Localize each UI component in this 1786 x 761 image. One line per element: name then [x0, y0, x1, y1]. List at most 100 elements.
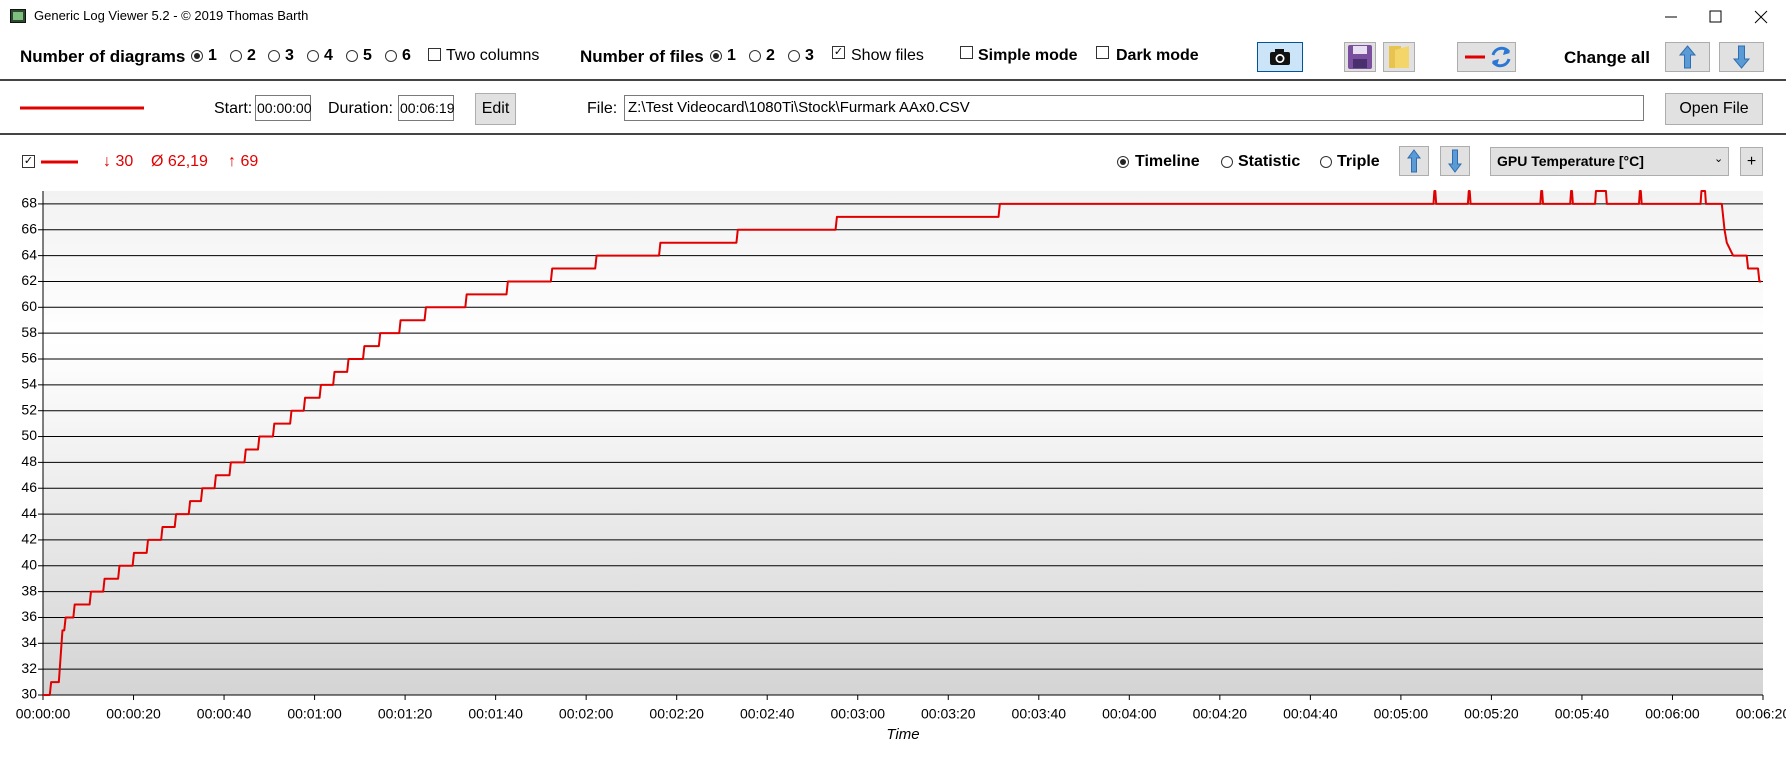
y-tick-label: 56 [21, 350, 37, 366]
plot-background [43, 191, 1763, 695]
mode-option[interactable]: Timeline [1135, 153, 1200, 170]
x-tick-label: 00:06:20 [1736, 706, 1786, 722]
channel-up-button[interactable] [1399, 146, 1429, 176]
x-tick-label: 00:01:40 [468, 706, 523, 722]
option[interactable]: 2 [247, 47, 256, 64]
avg-value: Ø 62,19 [151, 153, 208, 170]
y-tick-label: 64 [21, 246, 37, 262]
duration-input[interactable]: 00:06:19 [398, 95, 455, 121]
x-tick-label: 00:01:20 [378, 706, 433, 722]
channel-dropdown[interactable]: GPU Temperature [°C] [1490, 147, 1729, 176]
radio[interactable] [191, 50, 203, 62]
option[interactable]: 4 [324, 47, 333, 64]
y-tick-label: 58 [21, 324, 37, 340]
y-tick-label: 62 [21, 272, 37, 288]
duration-label: Duration: [328, 100, 393, 117]
option[interactable]: 6 [402, 47, 411, 64]
checkbox[interactable] [960, 46, 973, 59]
y-tick-label: 34 [21, 634, 37, 650]
radio[interactable] [1221, 156, 1233, 168]
checkbox[interactable] [1096, 46, 1109, 59]
y-tick-label: 54 [21, 376, 37, 392]
x-tick-label: 00:05:20 [1464, 706, 1519, 722]
diagrams-label: Number of diagrams [20, 47, 186, 66]
min-value: ↓ 30 [103, 153, 134, 170]
x-tick-label: 00:00:20 [106, 706, 161, 722]
series-line-sample [20, 106, 144, 110]
radio[interactable] [1117, 156, 1129, 168]
window-title: Generic Log Viewer 5.2 - © 2019 Thomas B… [34, 8, 309, 23]
checkbox[interactable]: ✓ [832, 46, 845, 59]
radio[interactable] [230, 50, 242, 62]
checkbox[interactable] [428, 48, 441, 61]
two-columns[interactable]: Two columns [446, 47, 540, 64]
color-swap-button[interactable] [1457, 42, 1516, 72]
open-file-button[interactable]: Open File [1665, 93, 1763, 125]
radio[interactable] [788, 50, 800, 62]
x-tick-label: 00:00:00 [16, 706, 71, 722]
separator [0, 133, 1786, 135]
radio[interactable] [346, 50, 358, 62]
simple-mode[interactable]: Simple mode [978, 47, 1078, 64]
dropdown-arrow: ⌄ [1714, 153, 1724, 165]
files-label: Number of files [580, 47, 704, 66]
y-tick-label: 36 [21, 608, 37, 624]
x-tick-label: 00:05:00 [1374, 706, 1429, 722]
y-tick-label: 42 [21, 531, 37, 547]
option[interactable]: 3 [285, 47, 294, 64]
radio[interactable] [385, 50, 397, 62]
y-tick-label: 48 [21, 453, 37, 469]
dark-mode[interactable]: Dark mode [1116, 47, 1199, 64]
radio[interactable] [1320, 156, 1332, 168]
x-tick-label: 00:03:40 [1012, 706, 1067, 722]
radio[interactable] [710, 50, 722, 62]
y-tick-label: 66 [21, 220, 37, 236]
x-tick-label: 00:01:00 [287, 706, 342, 722]
y-tick-label: 52 [21, 401, 37, 417]
option[interactable]: 1 [727, 47, 736, 64]
x-tick-label: 00:03:20 [921, 706, 976, 722]
file-input[interactable]: Z:\Test Videocard\1080Ti\Stock\Furmark A… [624, 95, 1644, 121]
add-button[interactable]: + [1740, 147, 1763, 176]
separator [0, 79, 1786, 81]
x-tick-label: 00:02:20 [649, 706, 704, 722]
show-files[interactable]: Show files [851, 47, 924, 64]
start-label: Start: [214, 100, 253, 117]
save-button[interactable] [1344, 42, 1376, 72]
move-up-button[interactable] [1665, 42, 1710, 72]
screenshot-button[interactable] [1257, 42, 1303, 72]
y-tick-label: 68 [21, 195, 37, 211]
start-input[interactable]: 00:00:00 [255, 95, 312, 121]
y-tick-label: 44 [21, 505, 37, 521]
radio[interactable] [307, 50, 319, 62]
x-axis-label: Time [886, 726, 919, 743]
move-down-button[interactable] [1719, 42, 1764, 72]
option[interactable]: 1 [208, 47, 217, 64]
file-label: File: [587, 100, 618, 117]
open-folder-button[interactable] [1383, 42, 1415, 72]
y-tick-label: 46 [21, 479, 37, 495]
channel-down-button[interactable] [1440, 146, 1470, 176]
checkbox[interactable]: ✓ [22, 155, 35, 168]
mode-option[interactable]: Statistic [1238, 153, 1301, 170]
x-tick-label: 00:02:40 [740, 706, 795, 722]
y-tick-label: 32 [21, 660, 37, 676]
radio[interactable] [268, 50, 280, 62]
option[interactable]: 2 [766, 47, 775, 64]
x-tick-label: 00:04:20 [1193, 706, 1248, 722]
change-all-label: Change all [1564, 48, 1650, 67]
window-controls[interactable] [1655, 6, 1780, 28]
x-tick-label: 00:04:40 [1283, 706, 1338, 722]
max-value: ↑ 69 [228, 153, 259, 170]
radio[interactable] [749, 50, 761, 62]
option[interactable]: 3 [805, 47, 814, 64]
x-tick-label: 00:00:40 [197, 706, 252, 722]
edit-button[interactable]: Edit [475, 93, 516, 125]
mode-option[interactable]: Triple [1337, 153, 1380, 170]
option[interactable]: 5 [363, 47, 372, 64]
data-line [43, 190, 1762, 696]
y-tick-label: 40 [21, 556, 37, 572]
x-tick-label: 00:02:00 [559, 706, 614, 722]
